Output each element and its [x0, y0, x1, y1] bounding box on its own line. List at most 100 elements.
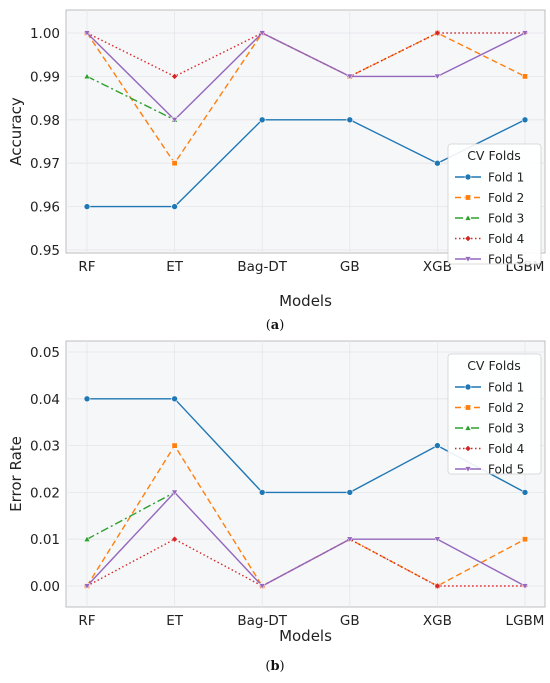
legend-label: Fold 4	[488, 442, 524, 456]
data-point	[83, 203, 91, 210]
x-axis-title: Models	[279, 292, 332, 310]
legend: CV Folds Fold 1 Fold 2 Fold 3 Fold 4 Fold 5	[447, 353, 542, 477]
y-axis-title: Accuracy	[7, 97, 25, 166]
y-tick-label: 0.98	[30, 113, 60, 129]
legend-marker	[464, 383, 472, 391]
data-point	[521, 116, 529, 124]
legend-label: Fold 1	[488, 171, 524, 185]
x-tick-label: ET	[166, 259, 184, 275]
panel-caption: (a)	[266, 318, 285, 333]
data-point	[171, 535, 178, 543]
caption-letter: b	[270, 659, 279, 674]
y-axis-title: Error Rate	[7, 436, 25, 512]
x-tick-label: GB	[340, 613, 360, 629]
y-tick-label: 0.95	[30, 243, 60, 259]
caption-paren-close: )	[279, 318, 284, 333]
data-point	[434, 159, 441, 167]
series-fold-5	[83, 30, 529, 124]
legend-box	[447, 353, 542, 475]
x-tick-label: RF	[78, 259, 95, 275]
series-fold-5	[83, 489, 529, 590]
legend-item: Fold 1	[455, 171, 524, 185]
caption-paren-open: (	[265, 659, 270, 674]
data-point	[434, 582, 441, 590]
data-point	[346, 536, 354, 543]
y-tick-label: 0.04	[30, 392, 60, 408]
legend: CV Folds Fold 1 Fold 2 Fold 3 Fold 4 Fold 5	[447, 143, 542, 267]
legend-label: Fold 2	[488, 401, 524, 415]
data-point	[434, 442, 441, 449]
legend-marker	[464, 256, 472, 263]
panel-caption: (b)	[265, 659, 284, 674]
legend-box	[447, 143, 542, 265]
series-line	[86, 32, 526, 121]
data-point	[83, 72, 91, 80]
data-point	[83, 30, 91, 37]
data-point	[433, 73, 441, 80]
data-point	[171, 160, 178, 167]
series-line	[86, 491, 175, 540]
y-tick-label: 0.01	[30, 532, 60, 548]
legend-item: Fold 4	[455, 232, 524, 246]
legend-label: Fold 5	[488, 253, 524, 267]
legend-label: Fold 3	[488, 212, 524, 226]
legend-marker	[464, 466, 472, 473]
legend-item: Fold 5	[455, 463, 524, 477]
x-axis-title: Models	[279, 627, 332, 645]
data-point	[258, 30, 266, 37]
legend-marker	[464, 235, 472, 242]
legend-item: Fold 5	[455, 253, 524, 267]
data-point	[83, 395, 91, 403]
data-point	[433, 536, 441, 543]
legend-label: Fold 2	[488, 191, 524, 205]
data-point	[171, 489, 179, 496]
caption-letter: a	[271, 318, 280, 333]
caption-paren-open: (	[266, 318, 271, 333]
y-tick-label: 0.99	[30, 69, 60, 85]
x-tick-label: XGB	[423, 613, 452, 629]
data-point	[171, 442, 178, 449]
x-tick-label: RF	[78, 613, 95, 629]
caption-paren-close: )	[280, 659, 285, 674]
y-tick-label: 0.00	[30, 579, 60, 595]
legend-item: Fold 3	[455, 212, 524, 226]
y-tick-label: 0.05	[30, 345, 60, 361]
y-tick-label: 1.00	[30, 26, 60, 42]
data-point	[346, 73, 354, 80]
data-point	[258, 116, 266, 124]
legend-marker	[464, 404, 471, 411]
y-tick-label: 0.03	[30, 439, 60, 455]
data-point	[171, 73, 178, 80]
data-point	[521, 73, 528, 80]
legend-marker	[464, 445, 472, 452]
legend-item: Fold 2	[455, 191, 524, 205]
data-point	[171, 203, 178, 210]
legend-item: Fold 1	[455, 381, 524, 395]
legend-label: Fold 4	[488, 232, 524, 246]
series-line	[86, 75, 175, 121]
legend-marker	[464, 194, 471, 201]
x-tick-label: XGB	[423, 259, 452, 275]
data-point	[83, 535, 91, 542]
data-point	[171, 395, 178, 403]
legend-label: Fold 5	[488, 463, 524, 477]
legend-item: Fold 2	[455, 401, 524, 415]
legend-label: Fold 3	[488, 422, 524, 436]
y-tick-label: 0.96	[30, 200, 60, 216]
data-point	[521, 583, 529, 590]
series-line	[86, 491, 526, 587]
data-point	[521, 489, 529, 496]
data-point	[346, 489, 354, 496]
legend-marker	[464, 424, 472, 431]
data-point	[521, 30, 529, 37]
data-point	[521, 536, 528, 543]
data-point	[83, 583, 91, 590]
legend-item: Fold 4	[455, 442, 524, 456]
x-tick-label: ET	[166, 613, 184, 629]
data-point	[346, 116, 354, 124]
legend-marker	[464, 173, 472, 181]
data-point	[171, 117, 179, 124]
y-tick-label: 0.02	[30, 485, 60, 501]
